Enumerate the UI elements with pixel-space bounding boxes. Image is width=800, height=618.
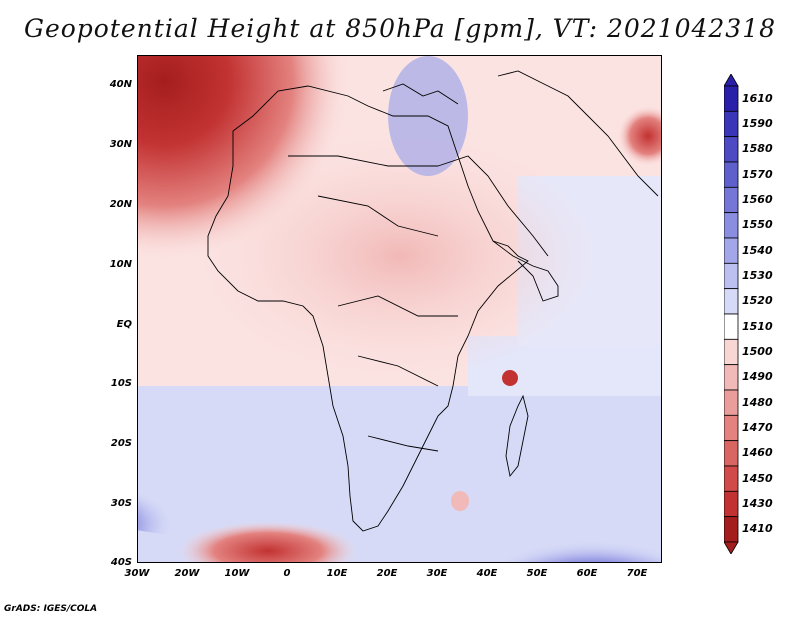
colorbar-swatch (724, 161, 739, 188)
lon-label: 60E (576, 568, 598, 579)
colorbar-swatch (724, 262, 739, 290)
colorbar-swatch (724, 313, 739, 340)
colorbar-swatch (724, 465, 739, 492)
colorbar-swatch (724, 186, 739, 214)
colorbar-level-label: 1450 (742, 471, 773, 485)
lat-label: EQ (116, 319, 132, 330)
colorbar-swatch (724, 440, 739, 467)
lon-label: 20W (174, 568, 200, 579)
colorbar-level-label: 1570 (742, 167, 773, 181)
lon-label: 70E (626, 568, 648, 579)
lon-label: 10E (326, 568, 348, 579)
colorbar-level-label: 1430 (742, 497, 773, 510)
colorbar-swatch (724, 237, 739, 264)
colorbar-level-label: 1590 (742, 117, 773, 130)
lat-label: 20S (110, 438, 132, 449)
colorbar-swatch (724, 389, 739, 416)
colorbar-level-label: 1490 (742, 370, 773, 384)
coastlines (207, 70, 659, 532)
colorbar-swatch (724, 85, 739, 112)
colorbar-level-label: 1460 (742, 446, 773, 460)
lat-label: 10S (110, 378, 132, 389)
colorbar-level-label: 1540 (742, 243, 773, 257)
map-title: Geopotential Height at 850hPa [gpm], VT:… (23, 14, 777, 43)
colorbar-level-label: 1580 (742, 142, 773, 156)
colorbar-swatch (724, 516, 739, 543)
colorbar-level-label: 1560 (742, 193, 773, 206)
colorbar-swatch (724, 288, 739, 315)
lat-label: 10N (109, 259, 132, 270)
colorbar-level-label: 1530 (742, 269, 773, 282)
colorbar-level-label: 1480 (742, 395, 773, 409)
colorbar-max-arrow (724, 74, 739, 87)
colorbar-level-label: 1500 (742, 345, 773, 358)
colorbar-swatch (724, 136, 739, 163)
lon-label: 10W (224, 568, 250, 579)
lon-label: 30W (124, 568, 150, 579)
colorbar-level-label: 1470 (742, 421, 773, 434)
lat-label: 30S (110, 498, 132, 509)
colorbar-swatch (724, 490, 739, 518)
colorbar-swatch (724, 364, 739, 391)
colorbar-swatch (724, 338, 739, 366)
lon-label: 0 (283, 568, 291, 579)
colorbar-level-label: 1520 (742, 294, 773, 308)
colorbar (724, 74, 739, 554)
lat-label: 40S (110, 557, 132, 568)
lat-label: 30N (109, 139, 132, 150)
colorbar-swatch (724, 110, 739, 138)
footer-credit: GrADS: IGES/COLA (4, 604, 98, 614)
colorbar-swatch (724, 212, 739, 239)
colorbar-swatch (724, 414, 739, 442)
colorbar-level-label: 1510 (742, 319, 773, 333)
colorbar-level-label: 1410 (742, 522, 773, 536)
map-panel[interactable] (137, 55, 662, 563)
lon-label: 30E (426, 568, 448, 579)
colorbar-min-arrow (724, 541, 739, 554)
height-field (138, 56, 661, 562)
lon-label: 20E (376, 568, 398, 579)
lon-label: 50E (526, 568, 548, 579)
colorbar-level-label: 1610 (742, 91, 773, 105)
lat-label: 40N (109, 79, 132, 90)
colorbar-level-label: 1550 (742, 218, 773, 232)
lat-label: 20N (109, 199, 132, 210)
lon-label: 40E (476, 568, 498, 579)
